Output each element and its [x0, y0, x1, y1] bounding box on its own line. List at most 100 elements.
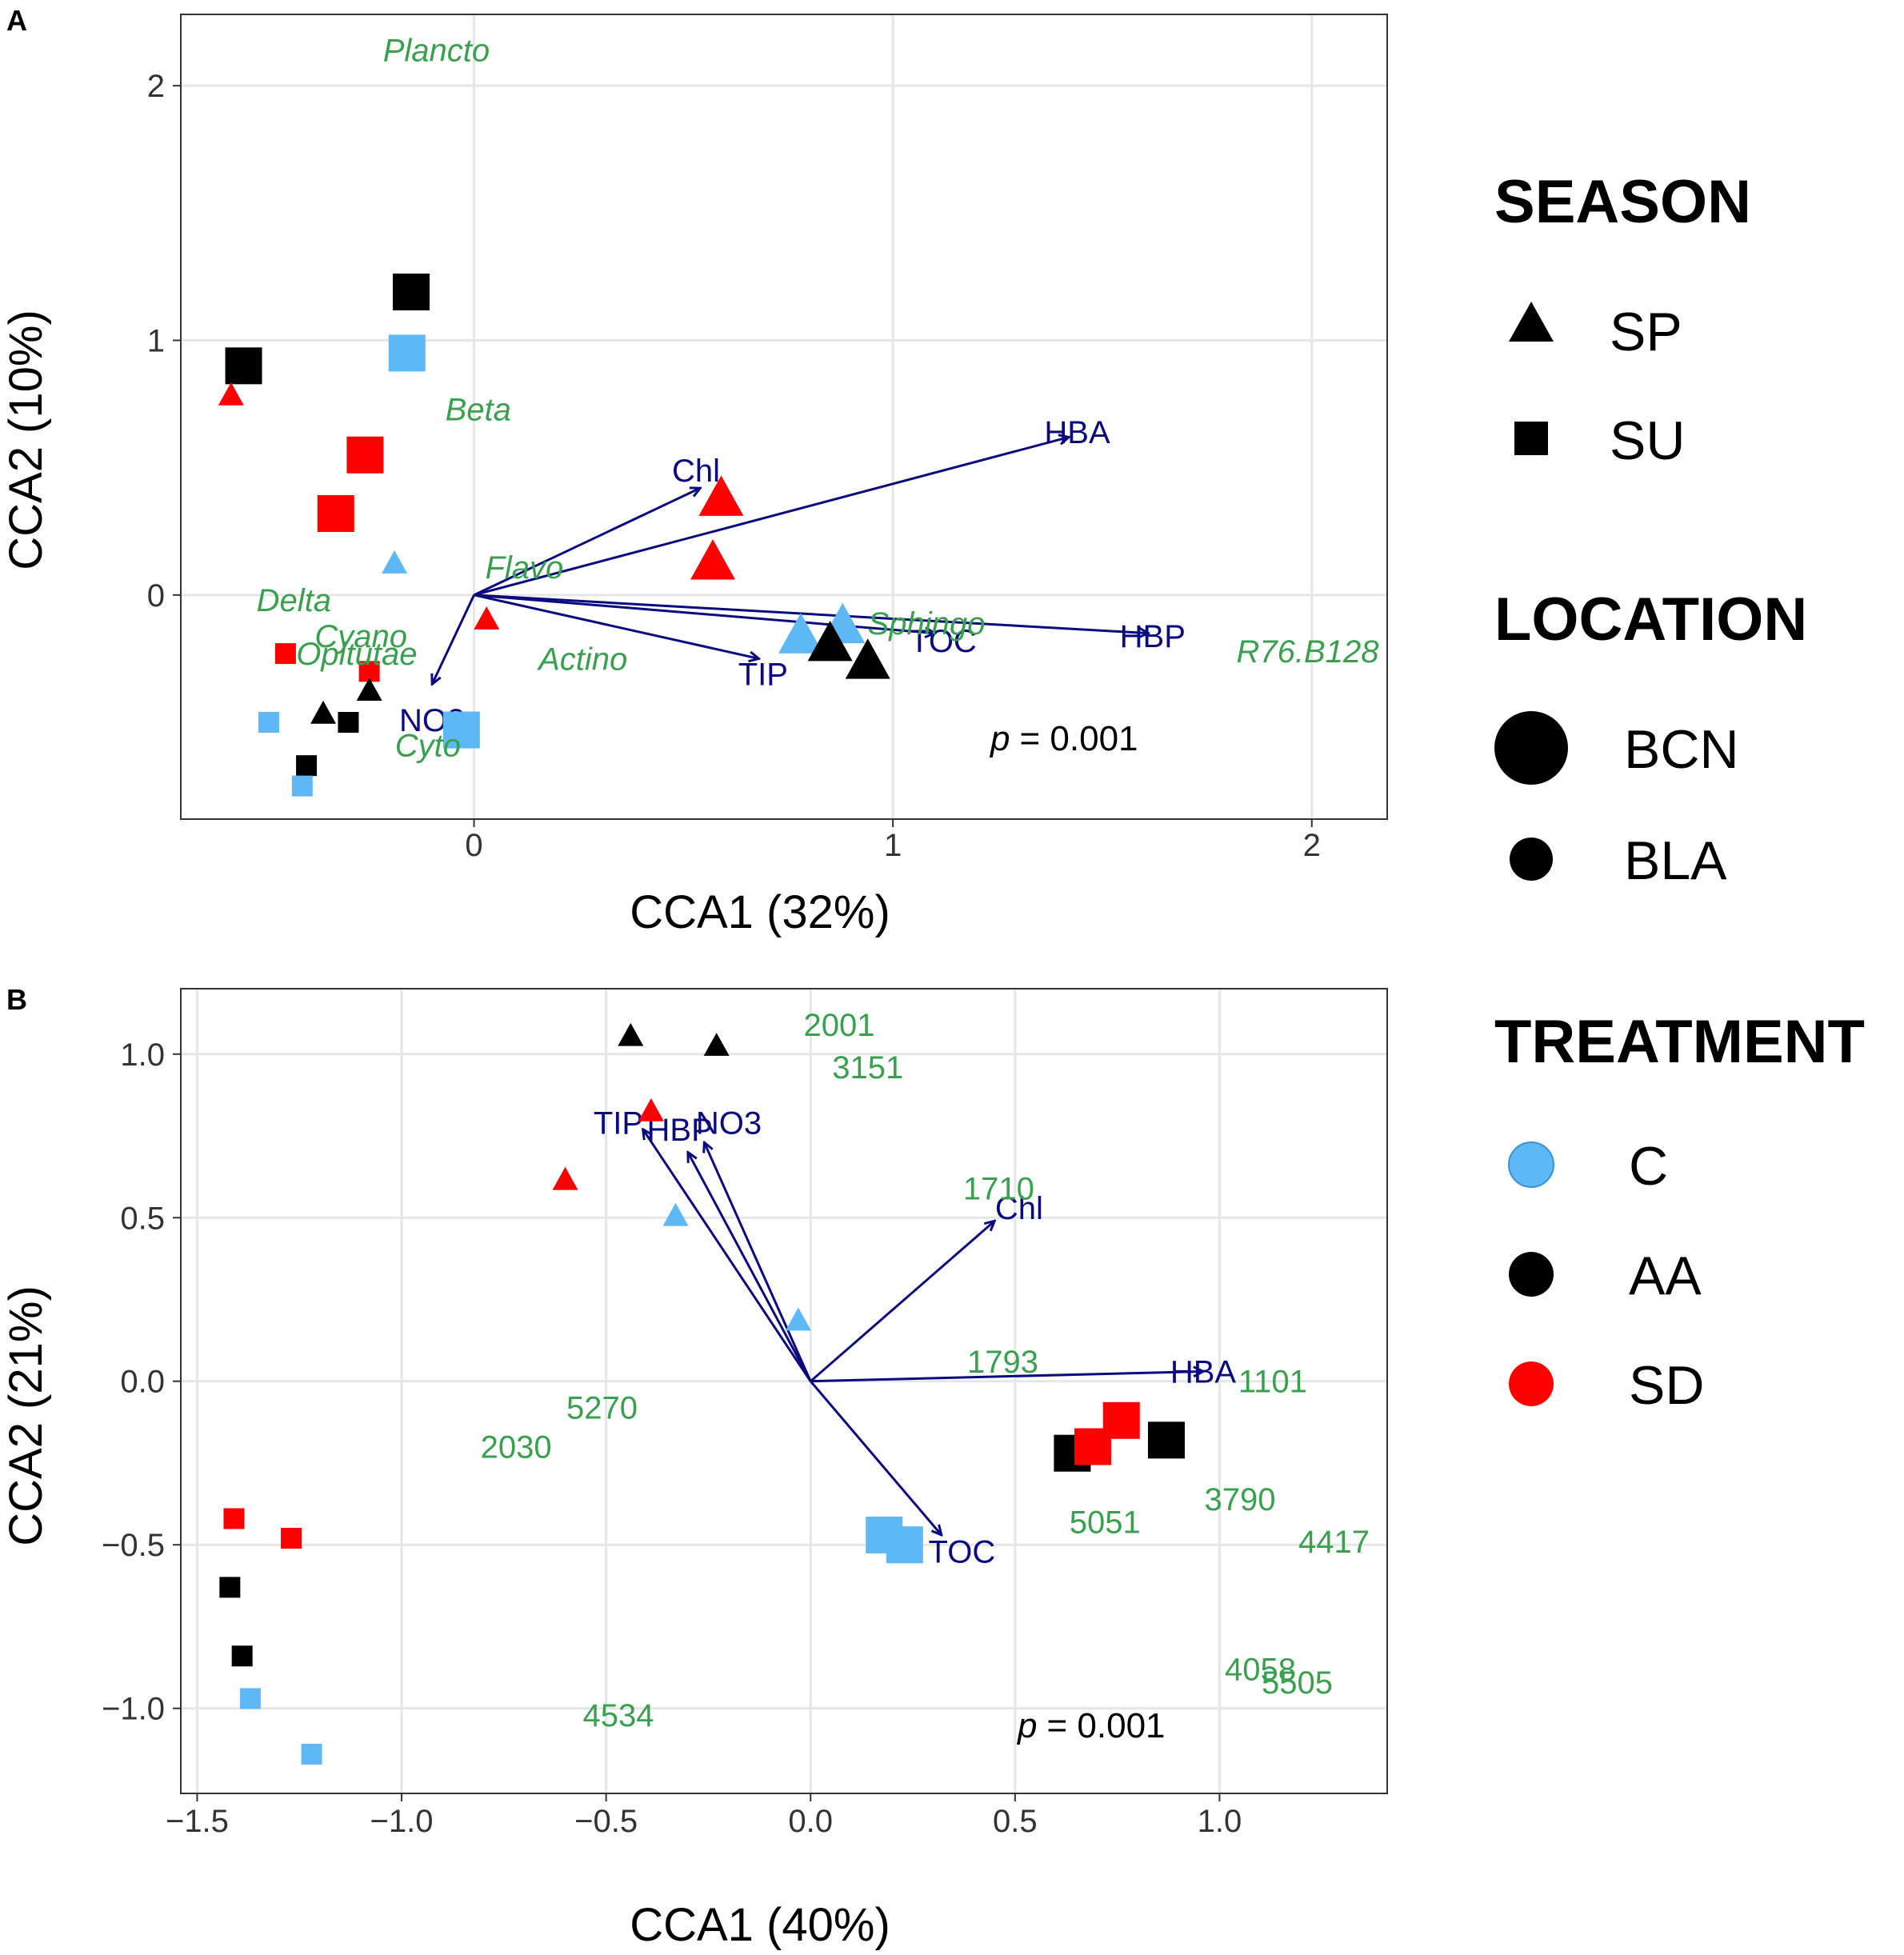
panel-a-species-label: Opitutae	[296, 637, 417, 672]
legend-season-title: SEASON	[1494, 168, 1751, 236]
panel-b-sample-point	[552, 1166, 578, 1190]
panel-b-species-label: 5270	[566, 1390, 638, 1425]
legend-small-circle-icon	[1510, 838, 1553, 881]
panel-a-y-tick-label: 2	[147, 69, 165, 104]
panel-b-sample-point	[301, 1743, 322, 1765]
panel-a-species-label: Plancto	[383, 34, 490, 69]
panel-b-species-label: 1101	[1238, 1365, 1307, 1400]
panel-a-species-label: Cyano	[314, 619, 407, 654]
legend-large-circle-icon	[1494, 711, 1568, 785]
panel-b-env-label-toc: TOC	[929, 1534, 996, 1569]
panel-a-x-axis-title: CCA1 (32%)	[630, 886, 890, 938]
panel-b-species-label: 2001	[804, 1008, 875, 1043]
panel-b-y-axis-title: CCA2 (21%)	[0, 1285, 52, 1546]
legend-location-bla-label: BLA	[1624, 830, 1727, 891]
panel-b-x-tick-label: 0.5	[993, 1804, 1038, 1839]
panel-b-ticks: −1.5 −1.0 −0.5 0.0 0.5 1.0 1.0 0.5 0.0 −0.5 −1.0	[102, 1037, 1242, 1839]
panel-a-env-arrow-chl	[473, 488, 701, 597]
legend-season-sp-label: SP	[1610, 302, 1682, 362]
panel-b-env-arrow-no3	[704, 1142, 812, 1382]
panel-a-x-tick-label: 0	[465, 828, 482, 863]
panel-a-background	[181, 14, 1387, 819]
panel-a-x-tick-label: 1	[884, 828, 902, 863]
panel-b-y-tick-label: 0.5	[120, 1201, 165, 1236]
panel-b-sample-point	[281, 1528, 302, 1549]
panel-b-y-tick-label: −0.5	[102, 1528, 165, 1563]
legend-triangle-icon	[1509, 302, 1554, 342]
panel-a-y-tick-label: 0	[147, 578, 165, 614]
panel-b-env-label-chl: Chl	[995, 1191, 1043, 1226]
panel-a-env-arrow-no3	[432, 594, 475, 684]
panel-a-env-label-toc: TOC	[910, 624, 977, 659]
panel-b-sample-point	[886, 1526, 923, 1564]
panel-a-sample-point	[258, 712, 279, 734]
panel-b-species-label: 3790	[1204, 1482, 1275, 1517]
panel-b-species-label: 4534	[582, 1698, 654, 1733]
legend-treatment-sd-label: SD	[1629, 1355, 1704, 1416]
panel-a-sample-point	[356, 678, 382, 702]
legend-location-bcn-label: BCN	[1624, 719, 1739, 780]
panel-b-species-labels: 2001 3151 1710 1793 1101 5270 2030 3790 5051 4417…	[481, 1008, 1370, 1733]
panel-b-sample-point	[1074, 1428, 1111, 1465]
panel-a-sample-point	[807, 620, 853, 662]
panel-a-x-tick-label: 2	[1303, 828, 1321, 863]
panel-b-species-label: 5505	[1262, 1665, 1333, 1701]
panel-b-y-tick-label: 1.0	[120, 1037, 165, 1073]
panel-a-sample-point	[310, 700, 337, 724]
panel-b-x-tick-label: −0.5	[574, 1804, 638, 1839]
panel-a-species-label: Delta	[257, 583, 331, 618]
legend-location-title: LOCATION	[1494, 586, 1807, 654]
panel-b-x-tick-label: −1.0	[370, 1804, 434, 1839]
panel-a-letter: A	[6, 4, 27, 37]
panel-a-sample-point	[845, 638, 890, 679]
panel-a-p-prefix: p	[989, 719, 1010, 758]
panel-a-env-label-tip: TIP	[738, 658, 788, 693]
panel-b-sample-point	[239, 1688, 261, 1709]
panel-a-species-label: Flavo	[485, 550, 563, 586]
panel-a-env-arrow-hba	[474, 437, 1070, 597]
legend-treatment-title: TREATMENT	[1494, 1008, 1865, 1076]
legend-treatment-c-label: C	[1629, 1136, 1668, 1197]
panel-b-sample-points	[219, 1022, 1185, 1765]
panel-a-env-label-hba: HBA	[1044, 415, 1110, 450]
panel-a-sample-point	[690, 539, 735, 580]
panel-a-sample-point	[346, 436, 384, 474]
legend-aa-circle-icon	[1509, 1252, 1554, 1297]
panel-a-sample-point	[698, 475, 744, 516]
panel-b-p-prefix: p	[1016, 1706, 1037, 1745]
panel-a-env-arrow-toc	[474, 594, 935, 634]
panel-b-x-tick-label: 1.0	[1198, 1804, 1242, 1839]
panel-b-sample-point	[638, 1097, 664, 1121]
panel-a-env-arrow-tip	[474, 594, 759, 659]
panel-a-sample-point	[778, 613, 823, 654]
panel-a-sample-point	[392, 274, 430, 311]
panel-b-x-axis-title: CCA1 (40%)	[630, 1899, 890, 1951]
panel-b-p-number: = 0.001	[1046, 1706, 1165, 1745]
panel-b-sample-point	[223, 1508, 245, 1529]
panel-a-grid	[181, 14, 1387, 819]
panel-a-sample-point	[442, 711, 480, 749]
panel-b-sample-point	[662, 1202, 689, 1226]
panel-a-env-label-chl: Chl	[672, 454, 720, 489]
panel-a-sample-point	[382, 550, 408, 574]
panel-a-y-tick-label: 1	[147, 323, 165, 358]
panel-b-species-label: 4417	[1298, 1525, 1370, 1560]
panel-b-sample-point	[618, 1022, 644, 1046]
panel-b-sample-point	[703, 1033, 730, 1056]
panel-a-species-label: Cyto	[395, 729, 461, 764]
panel-b-env-arrow-hbp	[688, 1152, 812, 1382]
panel-b-grid	[181, 989, 1387, 1793]
panel-a-y-axis-title: CCA2 (10%)	[0, 310, 52, 570]
panel-b-p-value: p = 0.001	[1016, 1706, 1166, 1745]
panel-a-species-label: Sphingo	[868, 606, 986, 642]
panel-b-env-label-hba: HBA	[1170, 1354, 1237, 1389]
panel-a-sample-point	[388, 334, 426, 372]
panel-b-plot: B −1.5 −1.0 −0.5 0.0 0.5 1.0 1.0 0.5 0.0 −0.5 −1.0…	[0, 983, 1388, 1951]
panel-a-env-label-hbp: HBP	[1120, 619, 1186, 654]
panel-b-sample-point	[785, 1307, 811, 1331]
panel-a-env-arrow-hbp	[474, 594, 1149, 634]
legend-square-icon	[1514, 422, 1548, 455]
panel-a-sample-point	[225, 347, 262, 385]
